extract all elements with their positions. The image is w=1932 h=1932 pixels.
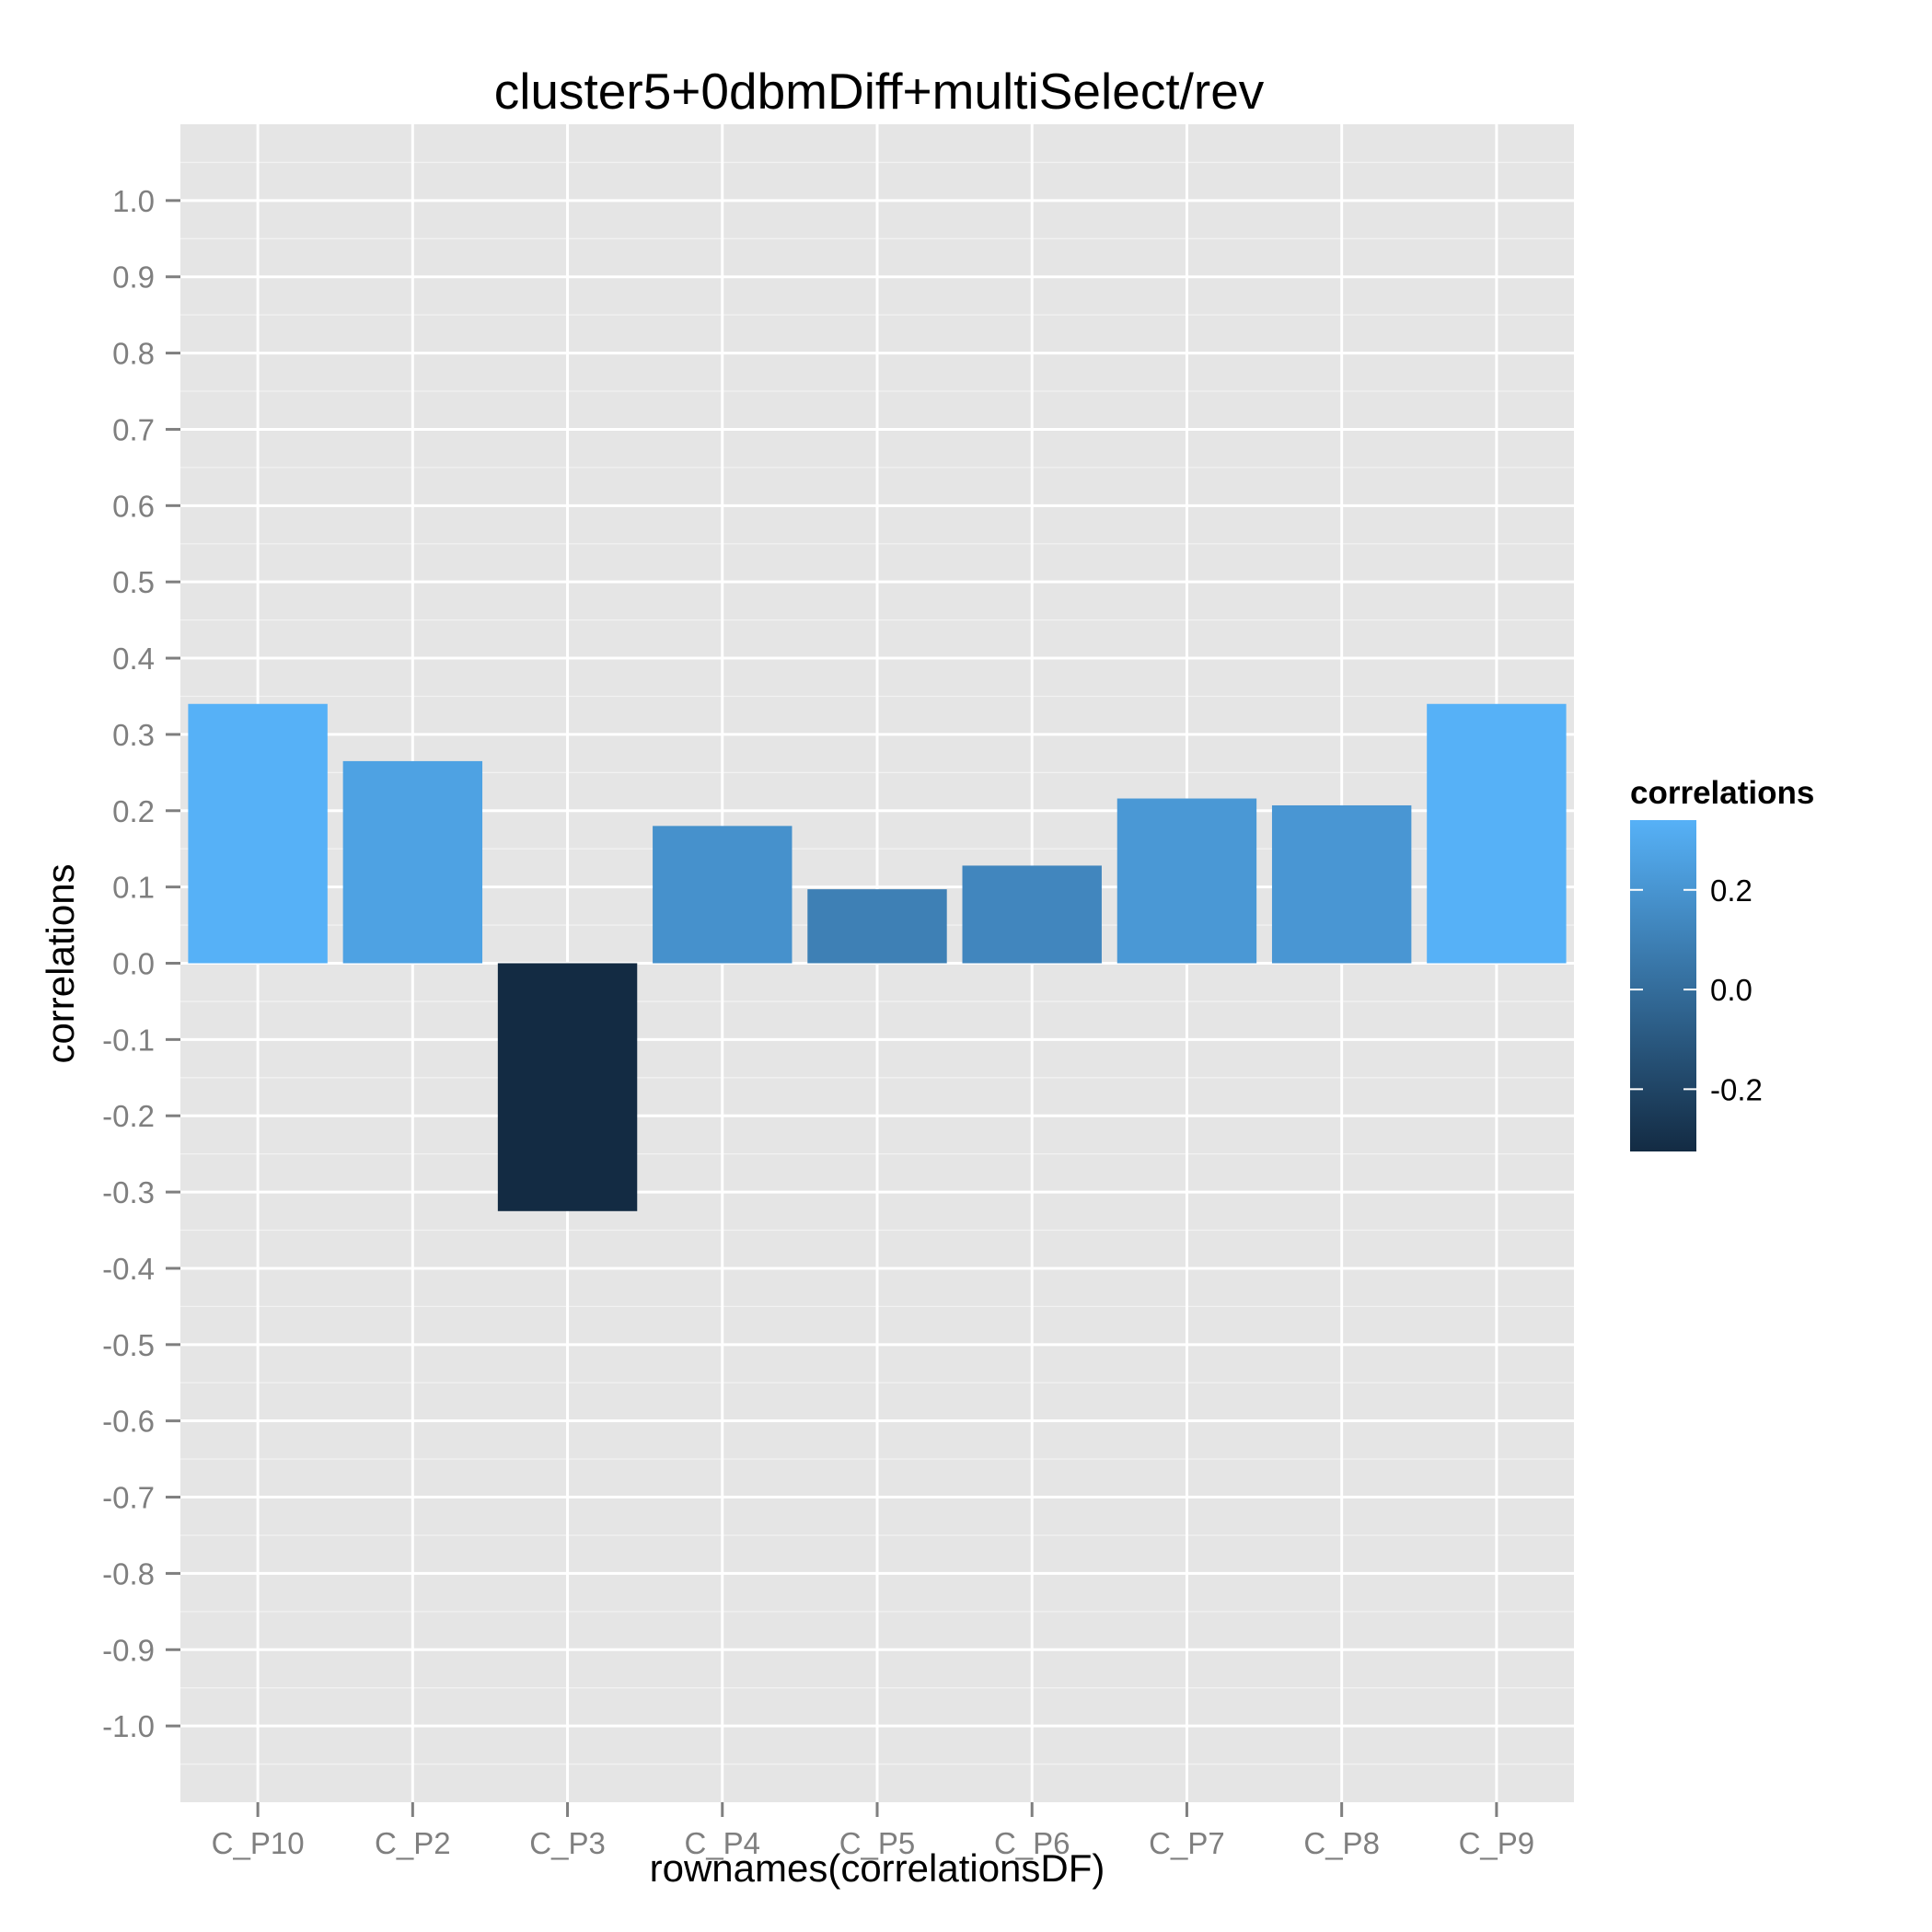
legend-tick-label: -0.2: [1710, 1072, 1763, 1106]
y-tick-label: -0.9: [102, 1633, 155, 1667]
bar-c-p10: [188, 703, 328, 964]
y-axis: 1.0 0.9 0.8 0.7 0.6 0.5 0.4 0.3 0.2 0.1 0.0 -0.1 -0.…: [102, 184, 180, 1743]
x-tick-label: C_P9: [1459, 1826, 1535, 1860]
y-tick-label: -1.0: [102, 1709, 155, 1743]
bar-c-p4: [653, 826, 792, 964]
y-tick-label: 0.4: [112, 642, 155, 676]
legend-colorbar: [1630, 820, 1696, 1151]
x-tick-label: C_P2: [375, 1826, 451, 1860]
x-tick-label: C_P4: [684, 1826, 760, 1860]
y-tick-label: 1.0: [112, 184, 155, 218]
y-tick-label: -0.6: [102, 1405, 155, 1439]
x-tick-label: C_P3: [529, 1826, 606, 1860]
x-tick-label: C_P8: [1303, 1826, 1380, 1860]
legend-ticks: 0.2 0.0 -0.2: [1630, 873, 1763, 1106]
y-tick-label: -0.2: [102, 1099, 155, 1133]
y-tick-label: -0.3: [102, 1175, 155, 1209]
y-tick-label: 0.3: [112, 718, 155, 752]
legend: correlations 0.2 0.0 -0.2: [1630, 775, 1814, 1151]
bar-c-p2: [342, 760, 483, 964]
bar-c-p3: [497, 963, 638, 1211]
y-tick-label: 0.7: [112, 412, 155, 446]
x-axis-title: rownames(correlationsDF): [650, 1846, 1105, 1890]
bar-c-p7: [1116, 798, 1257, 964]
legend-title: correlations: [1630, 775, 1814, 811]
legend-tick-label: 0.0: [1710, 973, 1753, 1007]
y-tick-label: 0.8: [112, 337, 155, 371]
bar-c-p8: [1271, 804, 1412, 964]
x-tick-label: C_P5: [839, 1826, 916, 1860]
x-tick-label: C_P6: [994, 1826, 1070, 1860]
legend-tick-label: 0.2: [1710, 873, 1753, 908]
x-tick-label: C_P7: [1149, 1826, 1225, 1860]
bar-c-p9: [1427, 703, 1567, 964]
y-tick-label: -0.4: [102, 1252, 155, 1286]
y-tick-label: 0.2: [112, 794, 155, 828]
y-tick-label: -0.7: [102, 1481, 155, 1515]
y-tick-label: 0.9: [112, 260, 155, 295]
y-tick-label: 0.6: [112, 489, 155, 523]
x-tick-label: C_P10: [212, 1826, 305, 1860]
x-axis: C_P10 C_P2 C_P3 C_P4 C_P5 C_P6 C_P7 C_P8 C_P9: [212, 1802, 1535, 1860]
bar-c-p5: [807, 889, 947, 964]
y-tick-label: -0.8: [102, 1556, 155, 1591]
y-tick-label: -0.5: [102, 1328, 155, 1362]
y-axis-title: correlations: [39, 863, 82, 1063]
y-tick-label: 0.5: [112, 565, 155, 599]
y-tick-label: -0.1: [102, 1023, 155, 1057]
bars: [188, 703, 1567, 1211]
y-tick-label: 0.1: [112, 871, 155, 905]
y-tick-label: 0.0: [112, 947, 155, 981]
chart-title: cluster5+0dbmDiff+multiSelect/rev: [494, 63, 1265, 120]
bar-c-p6: [962, 865, 1102, 964]
